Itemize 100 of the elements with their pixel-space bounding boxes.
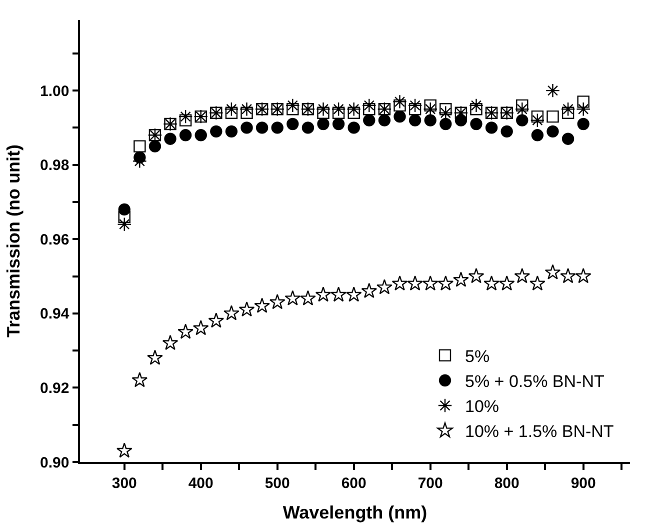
point bbox=[560, 268, 576, 284]
point bbox=[331, 102, 346, 116]
point bbox=[544, 264, 561, 280]
point bbox=[408, 103, 422, 116]
point bbox=[468, 268, 484, 284]
point bbox=[577, 118, 590, 130]
point bbox=[363, 103, 376, 116]
point bbox=[362, 98, 376, 113]
point bbox=[394, 99, 406, 112]
point bbox=[346, 102, 362, 116]
point bbox=[178, 324, 194, 339]
point bbox=[438, 275, 454, 291]
point bbox=[332, 106, 345, 119]
point bbox=[376, 279, 392, 294]
point bbox=[286, 103, 299, 116]
x-tick-label: 700 bbox=[418, 474, 443, 492]
point bbox=[424, 114, 436, 126]
point bbox=[224, 102, 239, 116]
point bbox=[408, 98, 422, 113]
point bbox=[210, 125, 222, 138]
point bbox=[164, 132, 176, 145]
y-tick-label: 0.96 bbox=[40, 231, 70, 248]
point bbox=[285, 98, 300, 113]
point bbox=[147, 350, 163, 365]
point bbox=[271, 122, 284, 134]
x-tick-label: 900 bbox=[570, 474, 596, 492]
point bbox=[422, 275, 438, 291]
point bbox=[531, 110, 544, 123]
point bbox=[117, 217, 132, 232]
point bbox=[530, 275, 546, 291]
point bbox=[516, 99, 528, 112]
point bbox=[132, 372, 148, 388]
point bbox=[116, 442, 132, 458]
point bbox=[423, 102, 438, 116]
point bbox=[178, 109, 193, 124]
point bbox=[225, 106, 238, 119]
point bbox=[118, 203, 130, 216]
point bbox=[148, 140, 162, 152]
point bbox=[514, 268, 530, 284]
point bbox=[254, 298, 270, 313]
point bbox=[560, 102, 576, 116]
y-tick-label: 0.94 bbox=[40, 306, 70, 323]
point bbox=[302, 122, 314, 134]
x-tick-label: 600 bbox=[341, 474, 366, 492]
point bbox=[286, 118, 299, 130]
point bbox=[530, 113, 545, 128]
point bbox=[500, 125, 513, 138]
point bbox=[484, 275, 500, 291]
point bbox=[348, 106, 360, 119]
point bbox=[118, 210, 130, 223]
x-tick-label: 400 bbox=[188, 474, 214, 492]
point bbox=[576, 102, 591, 116]
point bbox=[348, 122, 360, 134]
point bbox=[562, 106, 574, 119]
point bbox=[256, 122, 268, 134]
point bbox=[192, 320, 209, 336]
point bbox=[392, 275, 408, 291]
x-tick-label: 800 bbox=[494, 474, 520, 492]
point bbox=[440, 118, 452, 130]
point bbox=[562, 132, 574, 145]
point bbox=[162, 334, 178, 350]
point bbox=[361, 282, 378, 298]
x-tick-label: 500 bbox=[264, 474, 290, 492]
point bbox=[531, 129, 544, 142]
point bbox=[317, 106, 330, 119]
point bbox=[179, 129, 192, 142]
x-tick-label: 300 bbox=[112, 474, 137, 492]
legend-label: 5% bbox=[465, 346, 490, 366]
point bbox=[514, 102, 530, 116]
point bbox=[546, 125, 559, 138]
point bbox=[240, 106, 253, 119]
point bbox=[577, 96, 590, 108]
point bbox=[315, 286, 332, 302]
point bbox=[516, 114, 528, 126]
point bbox=[407, 275, 423, 291]
point bbox=[330, 286, 346, 302]
point bbox=[225, 125, 238, 138]
point bbox=[208, 312, 224, 328]
point bbox=[408, 114, 422, 126]
point bbox=[546, 83, 560, 98]
point bbox=[392, 94, 407, 109]
point bbox=[194, 129, 207, 142]
point bbox=[498, 275, 515, 291]
x-axis-title: Wavelength (nm) bbox=[282, 502, 428, 522]
point bbox=[269, 294, 286, 310]
point bbox=[134, 140, 146, 152]
point bbox=[546, 110, 559, 123]
point bbox=[424, 99, 436, 112]
legend-label: 10% bbox=[465, 397, 500, 416]
y-tick-label: 1.00 bbox=[40, 82, 70, 100]
point bbox=[240, 102, 254, 116]
y-tick-label: 0.98 bbox=[40, 157, 70, 174]
point bbox=[485, 122, 498, 134]
point bbox=[440, 103, 452, 116]
point bbox=[300, 290, 316, 306]
point bbox=[394, 110, 406, 123]
point bbox=[238, 301, 255, 317]
point bbox=[240, 122, 253, 134]
point bbox=[332, 118, 345, 130]
point bbox=[470, 103, 482, 116]
